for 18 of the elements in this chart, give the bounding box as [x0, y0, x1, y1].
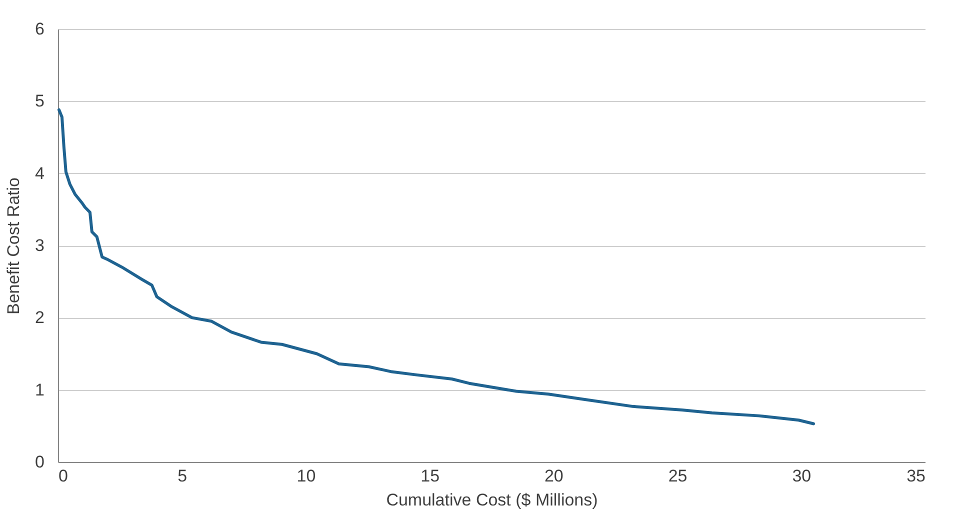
x-tick-label: 10 — [296, 466, 316, 486]
y-tick-label: 3 — [35, 236, 44, 255]
y-tick-label: 1 — [35, 380, 44, 400]
x-tick-label: 0 — [58, 466, 68, 486]
y-tick-label: 0 — [35, 452, 44, 472]
line-series — [57, 108, 816, 426]
y-tick-label: 5 — [35, 92, 44, 111]
x-tick-label: 15 — [420, 466, 440, 486]
y-axis-title: Benefit Cost Ratio — [4, 177, 24, 315]
y-tick-label: 2 — [35, 308, 44, 328]
x-tick-label: 25 — [668, 466, 688, 486]
x-tick-label: 30 — [792, 466, 812, 486]
x-tick-label: 20 — [544, 466, 564, 486]
x-tick-label: 35 — [906, 466, 926, 486]
y-tick-label: 4 — [35, 164, 44, 183]
x-tick-label: 5 — [178, 466, 188, 486]
x-axis-title: Cumulative Cost ($ Millions) — [386, 490, 598, 510]
y-tick-label: 6 — [35, 20, 44, 38]
